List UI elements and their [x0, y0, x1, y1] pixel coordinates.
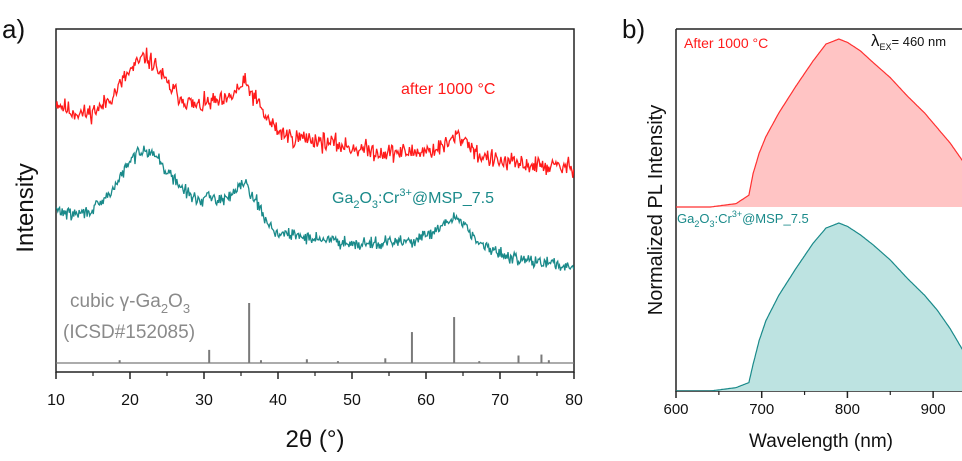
msp-b-base: Ga [677, 211, 695, 226]
series-area-0 [676, 39, 962, 207]
x-tick-label: 60 [417, 392, 435, 409]
label-after-1000-b: After 1000 °C [684, 35, 768, 51]
panel-a: a) 10 20 30 40 50 60 70 80 2θ (°) Intensity aft… [2, 14, 583, 453]
panel-b-x-axis-label: Wavelength (nm) [749, 431, 893, 452]
panel-b-label: b) [622, 14, 645, 44]
msp-a-sub2: 3 [372, 199, 378, 211]
series-area-1 [676, 223, 962, 391]
ref-sub2: 3 [183, 301, 190, 316]
panel-a-y-axis-label: Intensity [12, 163, 39, 252]
x-tick-label: 70 [491, 392, 509, 409]
ref-mid: O [168, 291, 183, 312]
x-tick-label: 700 [749, 401, 774, 418]
x-tick-label: 800 [835, 401, 860, 418]
msp-a-sup: 3+ [399, 187, 412, 199]
x-tick-label: 40 [269, 392, 287, 409]
lambda-symbol: λ [871, 31, 880, 50]
x-tick-label: 50 [343, 392, 361, 409]
lambda-sub: EX [880, 42, 892, 52]
panel-a-curves [56, 47, 574, 364]
msp-b-mid2: :Cr [715, 211, 733, 226]
msp-a-sub1: 2 [353, 199, 359, 211]
panel-a-x-ticks: 10 20 30 40 50 60 70 80 [47, 372, 583, 409]
series-line-0 [676, 38, 962, 208]
panel-a-label: a) [2, 14, 25, 44]
panel-b: b) 600 700 800 900 Wavelength (nm) Normaliz… [622, 14, 962, 452]
label-reference-line2: (ICSD#152085) [63, 322, 195, 343]
label-msp-b: Ga2O3:Cr3+@MSP_7.5 [677, 209, 809, 229]
panel-a-x-axis-label: 2θ (°) [286, 426, 345, 453]
msp-b-sub2: 3 [709, 219, 714, 229]
msp-b-tail: @MSP_7.5 [742, 211, 809, 226]
msp-a-base: Ga [332, 190, 353, 207]
label-msp-a: Ga2O3:Cr3+@MSP_7.5 [332, 187, 494, 211]
ref-sub1: 2 [161, 301, 168, 316]
msp-b-mid: O [699, 211, 709, 226]
label-lambda-ex: λEX= 460 nm [871, 31, 946, 52]
msp-a-mid: O [359, 190, 371, 207]
series-line-0 [56, 47, 574, 178]
x-tick-label: 600 [663, 401, 688, 418]
x-tick-label: 20 [121, 392, 139, 409]
msp-a-mid2: :Cr [378, 190, 400, 207]
panel-b-curves [676, 38, 962, 391]
panel-b-y-axis-label: Normalized PL Intensity [645, 105, 667, 315]
msp-a-tail: @MSP_7.5 [412, 190, 494, 207]
x-tick-label: 900 [921, 401, 946, 418]
x-tick-label: 10 [47, 392, 65, 409]
msp-b-sub1: 2 [694, 219, 699, 229]
series-line-1 [56, 145, 574, 271]
x-tick-label: 80 [565, 392, 583, 409]
label-after-1000-a: after 1000 °C [401, 81, 495, 98]
label-reference-line1: cubic γ-Ga2O3 [70, 291, 190, 316]
series-line-1 [676, 222, 962, 391]
ref-pre: cubic γ-Ga [70, 291, 161, 312]
msp-b-sup: 3+ [732, 209, 742, 219]
lambda-tail: = 460 nm [892, 34, 947, 49]
x-tick-label: 30 [195, 392, 213, 409]
panel-a-frame [55, 28, 575, 373]
panel-b-x-ticks: 600 700 800 900 [663, 391, 946, 418]
